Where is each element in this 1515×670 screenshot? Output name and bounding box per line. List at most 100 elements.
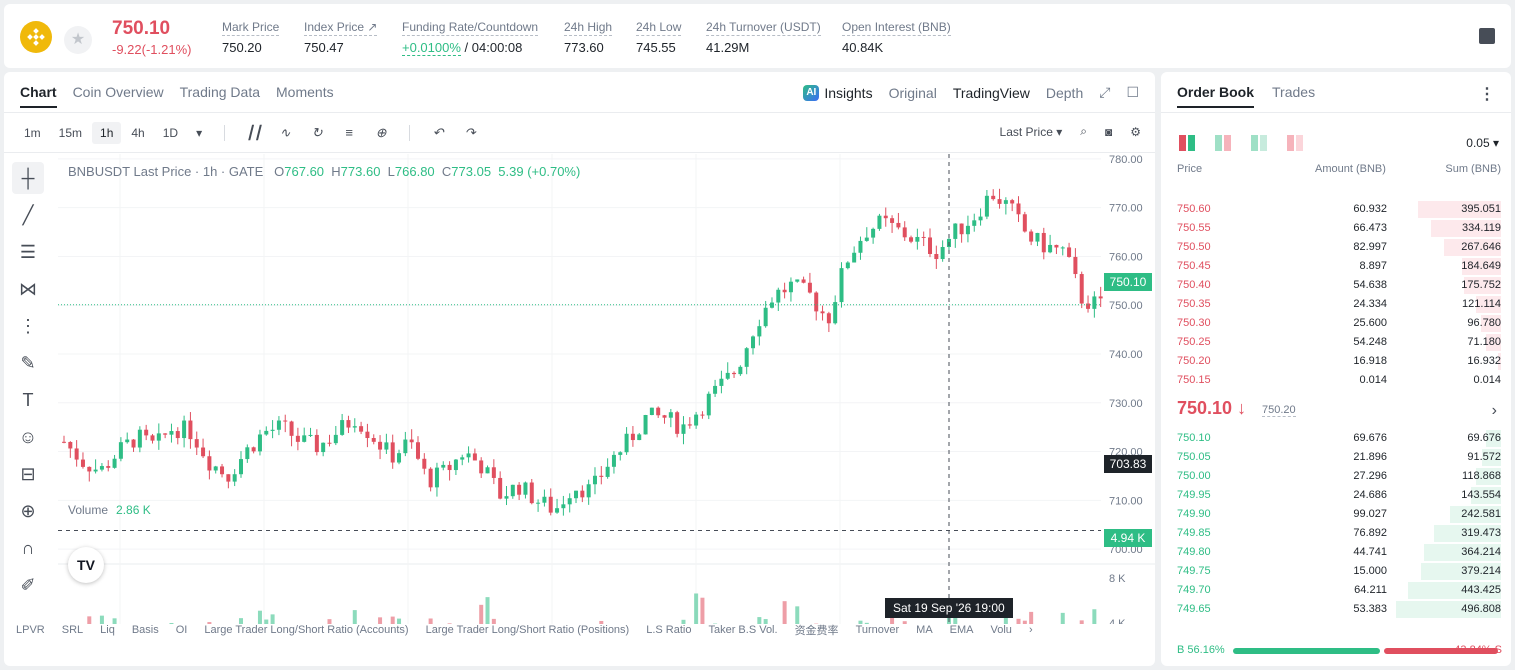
indicator-taker-vol[interactable]: Taker B.S Vol. [708,624,778,636]
undo-icon[interactable]: ↶ [432,125,444,140]
favorite-star-icon[interactable]: ★ [64,26,92,54]
stat-funding-rate[interactable]: Funding Rate/Countdown +0.0100% / 04:00:… [402,20,539,56]
candle-body [365,431,370,439]
zoom-in-icon[interactable]: ⊕ [20,500,36,521]
indicator-ema[interactable]: EMA [949,624,974,636]
popout-icon[interactable]: ☐ [1126,84,1139,100]
chevron-down-icon[interactable]: ▾ [196,126,203,140]
indicator-ma[interactable]: MA [916,624,933,636]
pencil-lock-icon[interactable]: ✐ [20,574,36,595]
tradingview-logo-icon[interactable]: TV [68,547,104,583]
ask-row[interactable]: 750.60 60.932 395.051 [1161,200,1511,219]
candle-body [1092,296,1097,309]
candlestick-chart[interactable]: 780.00770.00760.00750.00740.00730.00720.… [58,154,1155,624]
ask-row[interactable]: 750.50 82.997 267.646 [1161,238,1511,257]
crosshair-icon[interactable]: ┼ [12,162,44,194]
insights-button[interactable]: AI Insights [803,84,873,101]
ruler-icon[interactable]: ⊟ [20,463,36,484]
mid-price[interactable]: 750.10 ↓ [1177,398,1247,418]
indicator-ls-accounts[interactable]: Large Trader Long/Short Ratio (Accounts) [204,624,409,636]
interval-1h[interactable]: 1h [92,122,122,144]
tick-size-select[interactable]: 0.05 ▾ [1466,136,1499,150]
expand-icon[interactable]: ⤢ [1099,84,1111,100]
price-type-select[interactable]: Last Price ▾ [999,124,1063,139]
chevron-right-icon[interactable]: › [1028,624,1033,636]
indicator-oi[interactable]: OI [175,624,188,636]
brush-icon[interactable]: ✎ [20,352,36,373]
bid-row[interactable]: 749.80 44.741 364.214 [1161,543,1511,562]
mode-asks-icon[interactable] [1251,135,1267,151]
magnet-icon[interactable]: ∩ [21,537,35,558]
indicator-lpvr[interactable]: LPVR [16,624,45,636]
stat-mark-price[interactable]: Mark Price 750.20 [222,20,280,55]
camera-icon[interactable]: ◙ [1104,124,1113,139]
indicator-volume[interactable]: Volu [990,624,1012,636]
candle-body [561,504,566,509]
candle-type-icon[interactable]: ┃┃ [246,125,262,140]
bid-row[interactable]: 749.65 53.383 496.808 [1161,600,1511,619]
interval-15m[interactable]: 15m [58,126,83,140]
bid-row[interactable]: 749.70 64.211 443.425 [1161,581,1511,600]
funding-rate-value: +0.0100% [402,40,461,56]
fib-icon[interactable]: ⋮ [19,315,37,336]
indicators-icon[interactable]: ∿ [279,125,291,140]
candle-body [371,438,376,442]
tab-trading-data[interactable]: Trading Data [179,84,261,100]
indicator-turnover[interactable]: Turnover [855,624,900,636]
ask-row[interactable]: 750.15 0.014 0.014 [1161,371,1511,390]
view-depth[interactable]: Depth [1045,84,1084,101]
ask-row[interactable]: 750.45 8.897 184.649 [1161,257,1511,276]
chevron-right-icon[interactable]: › [1491,402,1497,419]
bid-row[interactable]: 749.85 76.892 319.473 [1161,524,1511,543]
gear-icon[interactable]: ⚙ [1130,124,1141,139]
interval-4h[interactable]: 4h [131,126,145,140]
ask-row[interactable]: 750.55 66.473 334.119 [1161,219,1511,238]
volume-legend: Volume 2.86 K [68,503,151,517]
stat-index-price[interactable]: Index Price ↗ 750.47 [304,20,378,55]
bid-row[interactable]: 749.90 99.027 242.581 [1161,505,1511,524]
ask-row[interactable]: 750.30 25.600 96.780 [1161,314,1511,333]
tab-chart[interactable]: Chart [20,84,57,108]
bid-row[interactable]: 749.75 15.000 379.214 [1161,562,1511,581]
mode-depth-icon[interactable] [1287,135,1303,151]
tab-order-book[interactable]: Order Book [1177,84,1255,108]
bid-row[interactable]: 750.05 21.896 91.572 [1161,448,1511,467]
mode-bids-icon[interactable] [1215,135,1231,151]
tab-moments[interactable]: Moments [276,84,334,100]
more-icon[interactable]: ⋮ [1479,86,1495,103]
tab-coin-overview[interactable]: Coin Overview [72,84,164,100]
view-original[interactable]: Original [888,84,937,101]
mode-both-icon[interactable] [1179,135,1195,151]
text-icon[interactable]: T [22,389,34,410]
bid-row[interactable]: 750.00 27.296 118.868 [1161,467,1511,486]
interval-1m[interactable]: 1m [24,126,41,140]
interval-1d[interactable]: 1D [162,126,179,140]
ask-row[interactable]: 750.25 54.248 71.180 [1161,333,1511,352]
stat-open-interest[interactable]: Open Interest (BNB) 40.84K [842,20,951,55]
ask-row[interactable]: 750.40 54.638 175.752 [1161,276,1511,295]
add-indicator-icon[interactable]: ⊕ [375,125,387,140]
indicator-ls-positions[interactable]: Large Trader Long/Short Ratio (Positions… [425,624,630,636]
book-icon[interactable] [1479,28,1495,44]
emoji-icon[interactable]: ☺ [18,426,38,447]
indicator-srl[interactable]: SRL [61,624,84,636]
indicator-liq[interactable]: Liq [100,624,115,636]
trendline-icon[interactable]: ╱ [22,204,34,225]
bid-row[interactable]: 750.10 69.676 69.676 [1161,429,1511,448]
indicator-funding-rate[interactable]: 资金费率 [794,625,839,637]
indicator-ls-ratio[interactable]: L.S Ratio [646,624,692,636]
candle-body [276,420,281,430]
horizontal-lines-icon[interactable]: ☰ [19,241,37,262]
candle-body [213,466,218,471]
ask-row[interactable]: 750.35 24.334 121.114 [1161,295,1511,314]
tab-trades[interactable]: Trades [1272,84,1316,100]
pattern-icon[interactable]: ⋈ [19,278,37,299]
redo-icon[interactable]: ↷ [464,125,476,140]
bid-row[interactable]: 749.95 24.686 143.554 [1161,486,1511,505]
compare-icon[interactable]: ↻ [311,125,323,140]
ask-row[interactable]: 750.20 16.918 16.932 [1161,352,1511,371]
templates-icon[interactable]: ≡ [345,125,353,140]
search-icon[interactable]: ⌕ [1080,124,1087,138]
indicator-basis[interactable]: Basis [131,624,159,636]
view-tradingview[interactable]: TradingView [952,84,1030,101]
